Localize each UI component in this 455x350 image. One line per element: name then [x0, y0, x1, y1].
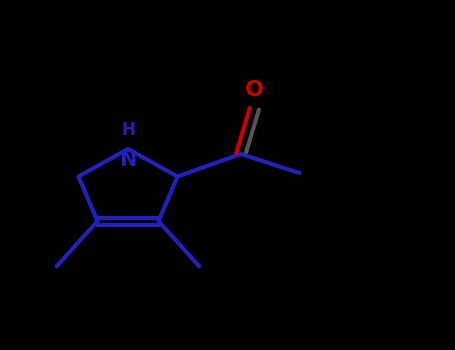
Text: O: O — [245, 80, 264, 100]
Text: N: N — [119, 150, 136, 170]
Text: H: H — [121, 121, 135, 139]
